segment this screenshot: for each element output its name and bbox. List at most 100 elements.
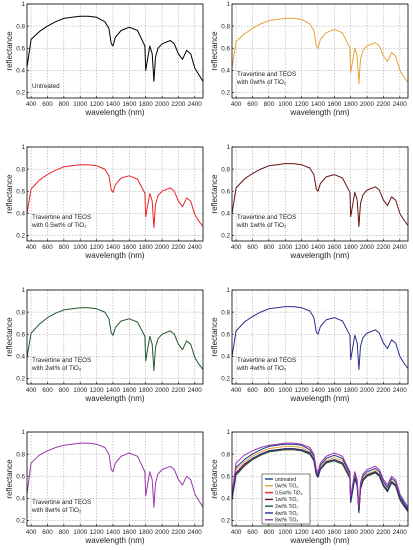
y-tick-label: 0.8	[221, 451, 230, 458]
x-tick-label: 2000	[155, 387, 170, 394]
y-axis-label: reflectance	[210, 317, 219, 357]
y-tick-label: 0.4	[221, 496, 230, 503]
chart-panel-2: 400 600 800 1000 1200 1400 1600 1800 2000 2200 240…	[210, 1, 409, 117]
y-tick-label: 0.2	[16, 376, 25, 383]
x-tick-label: 1200	[295, 101, 310, 108]
x-tick-label: 2400	[188, 101, 203, 108]
y-axis-label: reflectance	[210, 174, 219, 214]
plot-frame	[231, 3, 409, 99]
x-tick-label: 1800	[344, 244, 359, 251]
x-tick-label: 400	[231, 529, 242, 536]
x-tick-label: 1000	[73, 101, 88, 108]
x-tick-label: 2400	[393, 101, 408, 108]
x-tick-label: 2200	[171, 387, 186, 394]
y-axis-label: reflectance	[5, 459, 14, 499]
series-line-1	[231, 17, 409, 85]
x-tick-label: 2000	[360, 387, 375, 394]
plot-frame	[231, 289, 409, 385]
panel-annotation: with 0wt% of TiO₂	[236, 79, 287, 86]
y-tick-label: 1	[226, 429, 230, 436]
x-tick-label: 1400	[106, 529, 121, 536]
y-tick-label: 1	[21, 287, 25, 294]
x-tick-label: 800	[59, 529, 70, 536]
x-tick-label: 2200	[376, 387, 391, 394]
x-tick-label: 400	[26, 387, 37, 394]
x-tick-label: 2400	[188, 387, 203, 394]
series-line-6	[231, 448, 409, 513]
chart-panel-8: 400 600 800 1000 1200 1400 1600 1800 2000 2200 240…	[210, 429, 409, 545]
y-tick-label: 0.8	[221, 23, 230, 30]
x-tick-label: 2000	[155, 244, 170, 251]
series-line-1	[26, 442, 204, 508]
y-axis-label: reflectance	[5, 174, 14, 214]
y-tick-label: 0.2	[16, 518, 25, 525]
chart-panel-4: 400 600 800 1000 1200 1400 1600 1800 2000 2200 240…	[210, 144, 409, 260]
x-tick-label: 1200	[90, 101, 105, 108]
y-tick-label: 1	[21, 1, 25, 8]
x-tick-label: 800	[264, 101, 275, 108]
y-tick-label: 0.8	[16, 23, 25, 30]
x-tick-label: 2400	[393, 529, 408, 536]
x-tick-label: 1000	[73, 244, 88, 251]
x-tick-label: 600	[247, 529, 258, 536]
panel-annotation: Travertine and TEOS	[32, 214, 91, 221]
series-line-5	[231, 449, 409, 514]
y-tick-label: 0.6	[221, 473, 230, 480]
y-tick-label: 0.8	[16, 451, 25, 458]
x-tick-label: 400	[231, 101, 242, 108]
y-tick-label: 1	[226, 287, 230, 294]
y-tick-label: 0.6	[221, 331, 230, 338]
series-line-1	[26, 164, 204, 229]
x-tick-label: 1800	[139, 529, 154, 536]
x-tick-label: 600	[42, 101, 53, 108]
x-tick-label: 1400	[311, 101, 326, 108]
x-tick-label: 1000	[278, 529, 293, 536]
panel-annotation: Travertine and TEOS	[237, 71, 296, 78]
x-tick-label: 1400	[106, 244, 121, 251]
x-axis-label: wavelength (nm)	[289, 536, 349, 545]
plot-frame	[26, 146, 204, 242]
x-tick-label: 2400	[188, 529, 203, 536]
y-tick-label: 0.2	[221, 376, 230, 383]
series-line-1	[231, 443, 409, 510]
x-tick-label: 800	[59, 101, 70, 108]
y-tick-label: 0.2	[221, 233, 230, 240]
x-tick-label: 1000	[73, 387, 88, 394]
legend-entry: 8wt% TiO₂	[275, 518, 298, 524]
y-tick-label: 0.4	[16, 496, 25, 503]
x-tick-label: 2000	[155, 529, 170, 536]
x-axis-label: wavelength (nm)	[84, 394, 144, 403]
x-tick-label: 2400	[188, 244, 203, 251]
x-tick-label: 2400	[393, 387, 408, 394]
x-tick-label: 2200	[376, 101, 391, 108]
x-tick-label: 1400	[106, 387, 121, 394]
y-tick-label: 0.4	[221, 354, 230, 361]
y-tick-label: 0.6	[221, 188, 230, 195]
x-tick-label: 1600	[122, 387, 137, 394]
x-tick-label: 1000	[278, 101, 293, 108]
x-tick-label: 1800	[139, 101, 154, 108]
plot-frame	[231, 146, 409, 242]
plot-frame	[26, 431, 204, 527]
panel-annotation: Travertine and TEOS	[32, 357, 91, 364]
x-tick-label: 1000	[278, 244, 293, 251]
y-tick-label: 0.6	[16, 473, 25, 480]
x-tick-label: 800	[59, 244, 70, 251]
y-tick-label: 0.4	[221, 211, 230, 218]
y-tick-label: 0.4	[16, 68, 25, 75]
x-tick-label: 1800	[139, 244, 154, 251]
y-tick-label: 1	[226, 144, 230, 151]
panel-annotation: with 1wt% of TiO₂	[236, 222, 287, 229]
x-tick-label: 1600	[327, 529, 342, 536]
y-axis-label: reflectance	[210, 459, 219, 499]
y-tick-label: 0.4	[16, 354, 25, 361]
x-tick-label: 1600	[122, 101, 137, 108]
x-tick-label: 600	[247, 101, 258, 108]
y-tick-label: 0.8	[221, 309, 230, 316]
x-tick-label: 1200	[90, 529, 105, 536]
x-axis-label: wavelength (nm)	[289, 251, 349, 260]
x-tick-label: 1800	[344, 387, 359, 394]
x-tick-label: 400	[26, 529, 37, 536]
x-axis-label: wavelength (nm)	[289, 394, 349, 403]
y-tick-label: 0.4	[16, 211, 25, 218]
